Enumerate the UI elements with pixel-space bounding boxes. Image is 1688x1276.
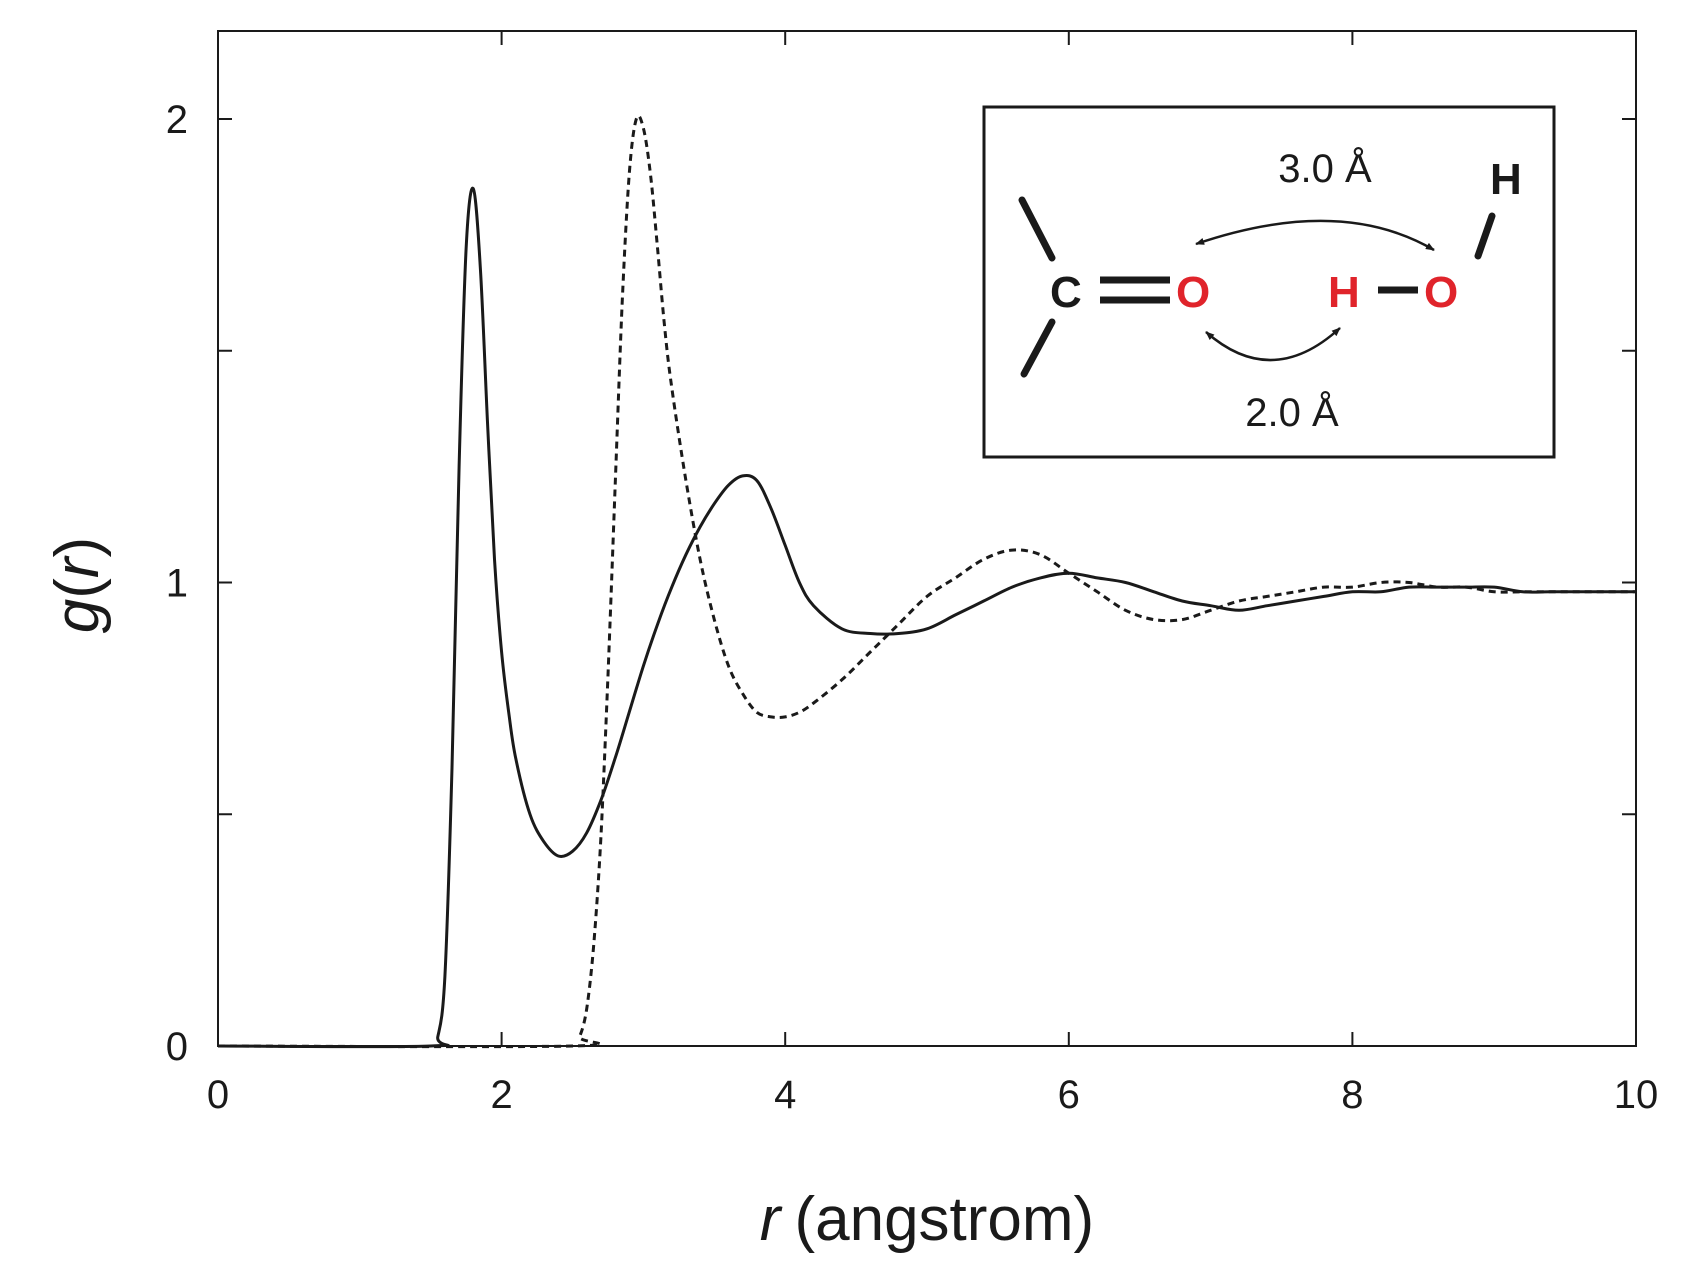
x-tick-label: 2 bbox=[490, 1073, 512, 1117]
y-axis-title: g(r) bbox=[43, 537, 112, 633]
hydrogen-atom-top: H bbox=[1490, 155, 1522, 204]
y-tick-label: 2 bbox=[166, 98, 188, 142]
plot-frame bbox=[217, 30, 1637, 1047]
carbon-bond-lower bbox=[1020, 318, 1056, 378]
x-axis-ticks: 0 2 4 6 8 10 bbox=[207, 31, 1658, 1117]
oxygen-atom-right: O bbox=[1424, 268, 1458, 317]
carbon-bond-upper bbox=[1018, 196, 1056, 262]
inset-hydrogen-bond-diagram: C O H O H 3.0 Å 2.0 Å bbox=[982, 105, 1556, 459]
y-axis-ticks: 0 1 2 bbox=[166, 98, 1636, 1069]
o-h-bond bbox=[1474, 212, 1496, 260]
series-layer bbox=[217, 114, 1636, 1049]
distance-label-bottom: 2.0 Å bbox=[1245, 390, 1339, 435]
distance-arrow-top bbox=[1195, 219, 1435, 252]
x-tick-label: 0 bbox=[207, 1073, 229, 1117]
x-tick-label: 10 bbox=[1614, 1073, 1659, 1117]
x-tick-label: 6 bbox=[1058, 1073, 1080, 1117]
distance-label-top: 3.0 Å bbox=[1278, 146, 1372, 191]
y-tick-label: 1 bbox=[166, 562, 188, 606]
hydrogen-atom-bond: H bbox=[1328, 268, 1360, 317]
x-axis-title: r (angstrom) bbox=[760, 1185, 1094, 1254]
x-tick-label: 8 bbox=[1341, 1073, 1363, 1117]
x-tick-label: 4 bbox=[774, 1073, 796, 1117]
carbon-atom: C bbox=[1050, 268, 1082, 317]
oxygen-atom-left: O bbox=[1176, 268, 1210, 317]
inset-frame bbox=[982, 105, 1556, 459]
y-tick-label: 0 bbox=[166, 1025, 188, 1069]
series-line-solid bbox=[217, 186, 1636, 1049]
distance-arrow-bottom bbox=[1205, 327, 1341, 362]
